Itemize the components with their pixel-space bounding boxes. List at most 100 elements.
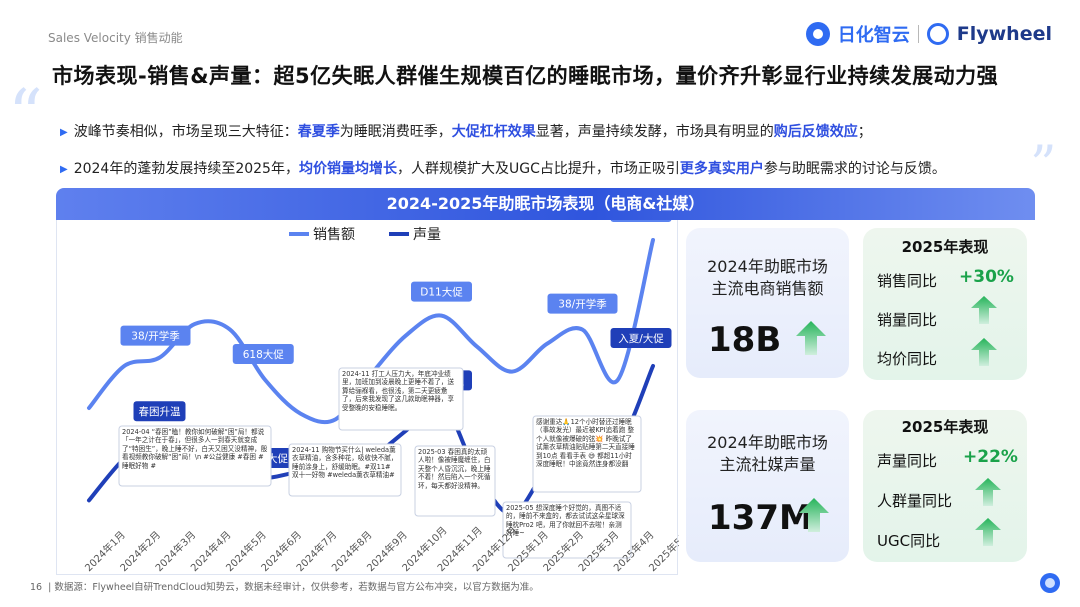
kpi-label-line1: 2024年助眠市场 (707, 257, 828, 276)
event-label-box (133, 401, 186, 422)
annotation-box (502, 501, 632, 559)
highlight-text: 更多真实用户 (679, 161, 764, 177)
event-label: 618大促 (232, 344, 294, 364)
up-arrow-icon (971, 296, 997, 324)
event-label-box (120, 325, 191, 346)
chart-legend: 销售额 声量 (289, 227, 441, 243)
annotation-content: 2025-03 春困真的太顽人啦！像被睡魔缠住，白天整个人昏沉沉，晚上睡不着！然… (418, 448, 491, 490)
annotation-text: 2024-11 购物节买什么| weleda薰衣草精油，含多种花，吸收快不腻，睡… (292, 446, 398, 480)
logo-cn-text: 日化智云 (837, 25, 910, 46)
triangle-bullet-icon: ▶ (60, 127, 68, 138)
kpi-label-line1: 2024年助眠市场 (707, 433, 828, 452)
annotation-callout: 2025-05 想深度睡个好觉的，真图不适的，睡前不来盒的，都去试试这朵星球深睡… (502, 501, 632, 559)
kpi-label-line2: 主流社媒声量 (719, 455, 816, 474)
kpi-card-voice: 2024年助眠市场 主流社媒声量 137M (686, 410, 849, 562)
performance-title: 2025年表现 (901, 238, 989, 256)
bullet-1-text: 波峰节奏相似，市场呈现三大特征：春夏季为睡眠消费旺季，大促杠杆效果显著，声量持续… (74, 124, 872, 140)
event-label: 入夏/大促 (610, 328, 672, 348)
annotation-text: 2025-05 想深度睡个好觉的，真图不适的，睡前不来盒的，都去试试这朵星球深睡… (506, 504, 625, 538)
kpi-value: 18B (708, 320, 782, 360)
kpi-card-sales: 2024年助眠市场 主流电商销售额 18B (686, 228, 849, 378)
event-label-box (547, 293, 618, 314)
performance-row-label: 均价同比 (877, 350, 938, 368)
up-arrow-icon (799, 498, 829, 532)
performance-row-value: +30% (959, 267, 1014, 287)
line-chart: 销售额 声量 38/开学季 618大促 D11大促 38/开学季 618大促春困升温 入夏/大… (82, 220, 679, 574)
triangle-bullet-icon: ▶ (60, 164, 68, 175)
highlight-text: 大促杠杆效果 (451, 124, 536, 140)
annotation-box (288, 443, 402, 497)
highlight-text: 均价销量均增长 (298, 161, 397, 177)
annotation-content: 2024-11 购物节买什么| weleda薰衣草精油，含多种花，吸收快不腻，睡… (292, 446, 398, 480)
event-label-text: 入夏/大促 (618, 332, 664, 345)
chart-header (56, 188, 1035, 220)
bullet-2-text: 2024年的蓬勃发展持续至2025年，均价销量均增长，人群规模扩大及UGC占比提… (74, 161, 946, 177)
footer-divider: | (48, 582, 52, 593)
event-label-text: 38/开学季 (558, 298, 607, 311)
logo-en-text: Flywheel (956, 23, 1052, 45)
annotation-box (414, 445, 496, 517)
annotation-callout: 2025-03 春困真的太顽人啦！像被睡魔缠住，白天整个人昏沉沉，晚上睡不着！然… (414, 445, 496, 517)
event-label: 38/开学季 (120, 325, 191, 346)
event-label-text: 618大促 (243, 348, 285, 361)
event-label-text: 春困升温 (139, 406, 181, 418)
performance-row-label: 销售同比 (877, 272, 938, 290)
annotation-box (118, 425, 272, 487)
brand-logo: 日化智云 Flywheel (805, 20, 1052, 48)
event-label: 618大促 (610, 220, 672, 222)
bullet-text-run: 波峰节奏相似，市场呈现三大特征： (73, 124, 298, 140)
quote-close-icon: ” (1030, 136, 1057, 196)
performance-card-social: 2025年表现 声量同比 +22% 人群量同比 UGC同比 (863, 410, 1027, 562)
annotation-content: 2024-11 打工人压力大，年底冲业绩里，加班加到凌晨晚上更睡不着了，送算给骊… (342, 370, 455, 412)
logo-divider (917, 25, 919, 43)
section-label: Sales Velocity 销售动能 (48, 31, 183, 45)
bullet-1: ▶ 波峰节奏相似，市场呈现三大特征：春夏季为睡眠消费旺季，大促杠杆效果显著，声量持… (60, 121, 872, 141)
event-label: 春困升温 (133, 401, 186, 422)
bullet-text-run: ，人群规模扩大及UGC占比提升，市场正吸引 (396, 161, 680, 177)
cloud-logo-icon (805, 22, 830, 46)
event-label-text: 38/开学季 (131, 330, 180, 343)
kpi-label-line2: 主流电商销售额 (711, 279, 824, 298)
bullet-text-run: 参与助眠需求的讨论与反馈。 (763, 161, 946, 177)
annotation-text: 2024-11 打工人压力大，年底冲业绩里，加班加到凌晨晚上更睡不着了，送算给骊… (342, 370, 455, 412)
annotation-box (532, 415, 642, 493)
bullet-text-run: 为睡眠消费旺季， (339, 124, 452, 140)
annotation-callout: 2024-11 购物节买什么| weleda薰衣草精油，含多种花，吸收快不腻，睡… (288, 443, 402, 497)
event-label-box (232, 344, 294, 364)
chart-area: 销售额 声量 38/开学季 618大促 D11大促 38/开学季 618大促春困升温 入夏/大… (56, 220, 679, 575)
performance-row-label: 人群量同比 (877, 492, 953, 510)
highlight-text: 购后反馈效应 (773, 124, 858, 140)
up-arrow-icon (975, 478, 1001, 506)
event-label-box (610, 220, 672, 222)
performance-row-label: 声量同比 (877, 452, 938, 470)
performance-title: 2025年表现 (901, 418, 989, 436)
annotation-content: 2024-04 “春困”瞌！教你如何破解“困”局！都说「一年之计在于春」，但很多… (122, 428, 267, 470)
legend-label: 声量 (413, 227, 441, 243)
kpi-value: 137M (708, 498, 813, 538)
annotation-callout: 2024-04 “春困”瞌！教你如何破解“困”局！都说「一年之计在于春」，但很多… (118, 425, 272, 487)
annotation-text: 2025-03 春困真的太顽人啦！像被睡魔缠住，白天整个人昏沉沉，晚上睡不着！然… (418, 448, 491, 490)
annotation-content: 2025-05 想深度睡个好觉的，真图不适的，睡前不来盒的，都去试试这朵星球深睡… (506, 504, 625, 538)
event-label-box (610, 328, 672, 348)
highlight-text: 春夏季 (297, 124, 340, 140)
performance-row-label: 销量同比 (877, 311, 938, 329)
page-number: 16 (30, 582, 43, 593)
event-label: D11大促 (411, 281, 472, 302)
annotation-text: 感谢重达🙏12个小时替还过睡眠（事故发光）最近被KPI追着跑 整个人就像被爆破的… (536, 418, 635, 469)
event-label-box (411, 281, 472, 302)
performance-row-label: UGC同比 (877, 532, 941, 550)
annotation-content: 感谢重达🙏12个小时替还过睡眠（事故发光）最近被KPI追着跑 整个人就像被爆破的… (536, 418, 635, 469)
chart-panel: 2024-2025年助眠市场表现（电商&社媒） 销售额 声量 38/开学季 618大促… (56, 188, 1035, 575)
chart-title: 2024-2025年助眠市场表现（电商&社媒） (386, 194, 705, 213)
bullet-text-run: 2024年的蓬勃发展持续至2025年， (73, 161, 299, 177)
performance-row-value: +22% (963, 447, 1018, 467)
performance-card-ecommerce: 2025年表现 销售同比 +30% 销量同比 均价同比 (863, 228, 1027, 380)
bullet-2: ▶ 2024年的蓬勃发展持续至2025年，均价销量均增长，人群规模扩大及UGC占比… (60, 158, 946, 178)
bullet-text-run: 显著，声量持续发酵，市场具有明显的 (535, 124, 774, 140)
data-source-note: 数据源：Flywheel自研TrendCloud知势云，数据未经审计，仅供参考，… (54, 582, 539, 593)
flywheel-corner-icon (1040, 573, 1060, 593)
up-arrow-icon (971, 338, 997, 366)
up-arrow-icon (796, 321, 826, 355)
event-label: 38/开学季 (547, 293, 618, 314)
footer: 16 | 数据源：Flywheel自研TrendCloud知势云，数据未经审计，仅… (30, 579, 539, 593)
